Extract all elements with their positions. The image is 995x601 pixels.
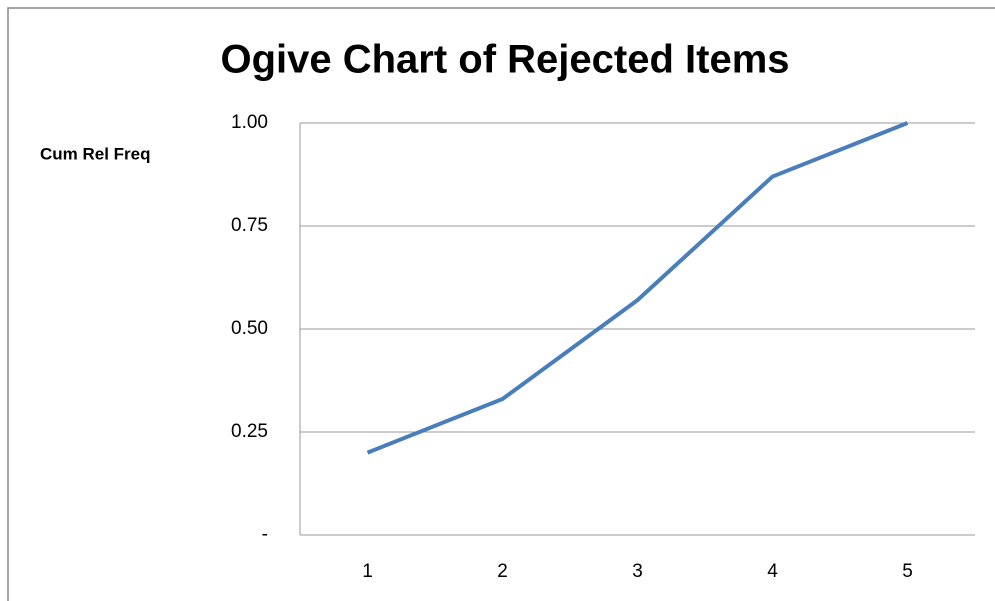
x-tick-label: 4 — [767, 561, 778, 582]
y-tick-label: 1.00 — [231, 112, 268, 133]
y-tick-label: 0.75 — [231, 215, 268, 236]
y-tick-label: 0.50 — [231, 318, 268, 339]
data-line — [366, 121, 909, 455]
x-tick-label: 3 — [632, 561, 643, 582]
y-tick-label: - — [262, 524, 268, 545]
x-tick-label: 1 — [362, 561, 373, 582]
x-tick-label: 5 — [902, 561, 913, 582]
y-axis-label: Cum Rel Freq — [40, 144, 151, 163]
chart-frame — [7, 7, 995, 601]
chart-title: Ogive Chart of Rejected Items — [220, 38, 789, 82]
y-tick-label: 0.25 — [231, 421, 268, 442]
x-tick-label: 2 — [497, 561, 508, 582]
